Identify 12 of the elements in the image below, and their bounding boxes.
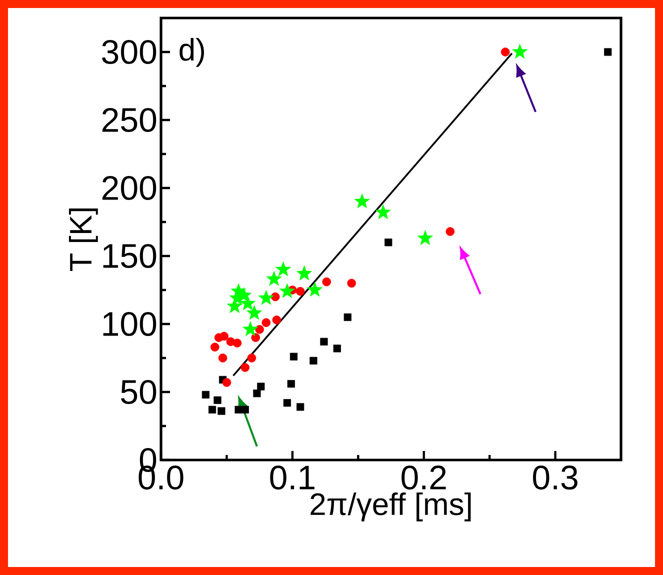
y-tick-label: 50 bbox=[121, 380, 156, 404]
annotation: d) bbox=[180, 38, 204, 67]
y-tick-label: 150 bbox=[103, 244, 156, 268]
y-tick-label: 200 bbox=[102, 176, 156, 200]
y-tick-label: 100 bbox=[103, 312, 156, 336]
y-tick-label: 300 bbox=[102, 40, 156, 64]
y-axis-title: T [K] bbox=[68, 208, 98, 272]
x-tick-label: 0.3 bbox=[532, 466, 578, 490]
x-axis-title: 2π/γeff [ms] bbox=[310, 492, 471, 522]
x-tick-label: 0.1 bbox=[270, 466, 314, 490]
x-tick-label: 0.2 bbox=[402, 466, 446, 490]
y-tick-label: 250 bbox=[102, 108, 156, 132]
